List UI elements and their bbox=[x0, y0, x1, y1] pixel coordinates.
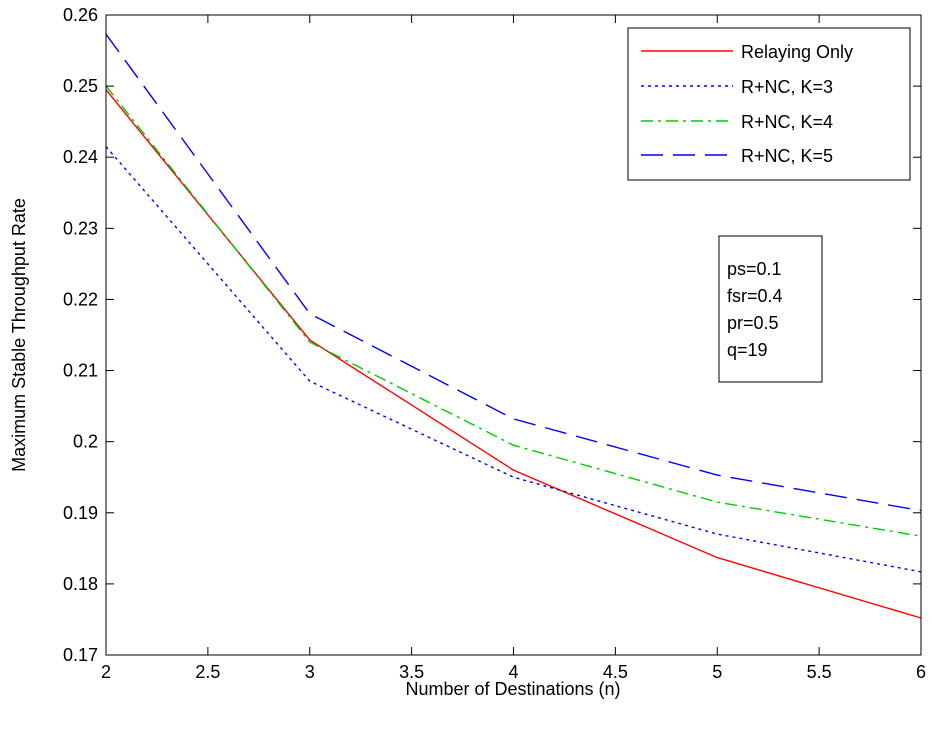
series-line bbox=[105, 85, 922, 537]
annotation-line: pr=0.5 bbox=[727, 313, 779, 333]
y-tick-label: 0.22 bbox=[63, 289, 98, 309]
annotation-line: fsr=0.4 bbox=[727, 286, 783, 306]
y-tick-label: 0.25 bbox=[63, 76, 98, 96]
x-tick-label: 6 bbox=[916, 662, 926, 682]
plot-frame bbox=[105, 14, 922, 656]
legend-label: R+NC, K=5 bbox=[741, 146, 833, 166]
series-layer bbox=[105, 33, 922, 619]
y-tick-label: 0.21 bbox=[63, 361, 98, 381]
y-tick-label: 0.23 bbox=[63, 218, 98, 238]
x-tick-label: 5.5 bbox=[807, 662, 832, 682]
x-tick-label: 4 bbox=[508, 662, 518, 682]
parameter-annotation: ps=0.1 fsr=0.4 pr=0.5 q=19 bbox=[718, 235, 823, 383]
x-tick-label: 3 bbox=[305, 662, 315, 682]
x-tick-label: 2.5 bbox=[195, 662, 220, 682]
y-tick-label: 0.17 bbox=[63, 645, 98, 665]
legend-label: R+NC, K=4 bbox=[741, 112, 833, 132]
y-axis-label: Maximum Stable Throughput Rate bbox=[9, 198, 29, 472]
y-tick-label: 0.26 bbox=[63, 5, 98, 25]
legend: Relaying Only R+NC, K=3 R+NC, K=4 R+NC, K=5 bbox=[627, 27, 911, 181]
x-tick-label: 3.5 bbox=[399, 662, 424, 682]
x-tick-label: 4.5 bbox=[603, 662, 628, 682]
x-axis-label: Number of Destinations (n) bbox=[405, 679, 620, 699]
legend-label: Relaying Only bbox=[741, 42, 853, 62]
x-tick-label: 5 bbox=[712, 662, 722, 682]
annotation-line: q=19 bbox=[727, 340, 768, 360]
ticks-layer: 2 2.5 3 3.5 4 4.5 5 5.5 6 0.17 0.18 0.19 0.2 0.21 0.22… bbox=[63, 5, 926, 682]
series-line bbox=[105, 33, 922, 512]
y-tick-label: 0.19 bbox=[63, 503, 98, 523]
y-tick-label: 0.18 bbox=[63, 574, 98, 594]
y-tick-label: 0.24 bbox=[63, 147, 98, 167]
annotation-line: ps=0.1 bbox=[727, 259, 782, 279]
annotation-box bbox=[718, 235, 823, 383]
x-tick-label: 2 bbox=[101, 662, 111, 682]
legend-label: R+NC, K=3 bbox=[741, 77, 833, 97]
y-tick-label: 0.2 bbox=[73, 432, 98, 452]
